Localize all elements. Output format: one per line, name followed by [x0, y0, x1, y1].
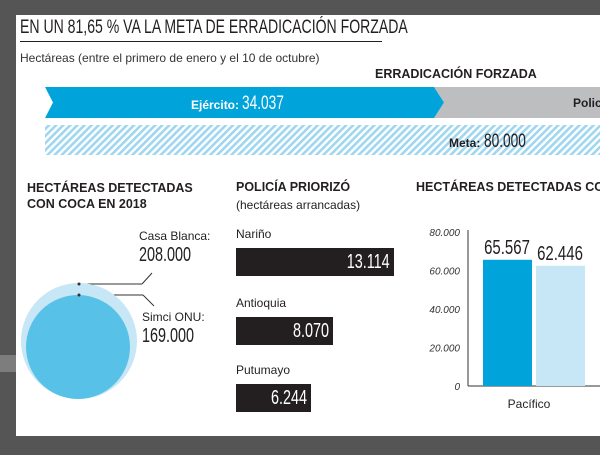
y-tick-label: 80.000	[429, 228, 460, 239]
y-tick-label: 20.000	[428, 344, 460, 355]
ejercito-label: Ejército: 34.037	[191, 93, 285, 114]
y-tick-label: 40.000	[429, 305, 460, 316]
x-category-label: Pacífico	[508, 397, 551, 411]
ejercito-bar	[45, 87, 444, 118]
bar-chart: 0 20.000 40.000 60.000 80.000 65.567 62.446 Pac…	[428, 228, 600, 411]
infographic-panel: EN UN 81,65 % VA LA META DE ERRADICACIÓN…	[16, 15, 600, 436]
simci-circle	[26, 295, 130, 399]
page-title: EN UN 81,65 % VA LA META DE ERRADICACIÓN…	[20, 17, 408, 42]
coca-heading: HECTÁREAS DETECTADAS CON COCA EN 2018	[27, 181, 193, 211]
bar-value-label: 62.446	[537, 242, 583, 265]
policia-bar: 6.244	[236, 384, 312, 412]
chart-title: HECTÁREAS DETECTADAS CON	[416, 180, 600, 194]
policia-subheading: (hectáreas arrancadas)	[236, 198, 361, 212]
y-tick-label: 0	[454, 382, 460, 393]
policia-bar: 13.114	[236, 248, 394, 276]
policia-heading: POLICÍA PRIORIZÓ	[236, 180, 351, 194]
meta-label: Meta: 80.000	[449, 131, 526, 152]
policia-label: Policía	[573, 96, 600, 110]
policia-bar: 8.070	[236, 317, 334, 345]
simci-label: Simci ONU:	[142, 310, 205, 324]
meta-bar	[45, 125, 600, 155]
erradicacion-graphic	[21, 87, 600, 399]
policia-item-label: Nariño	[236, 227, 272, 241]
casa-blanca-value: 208.000	[139, 244, 192, 266]
policia-bar	[434, 87, 600, 118]
simci-value: 169.000	[142, 325, 195, 347]
subtitle: Hectáreas (entre el primero de enero y e…	[20, 51, 320, 65]
policia-item-label: Putumayo	[236, 363, 291, 377]
bar	[536, 265, 585, 386]
bar	[483, 259, 532, 386]
casa-blanca-label: Casa Blanca:	[139, 229, 211, 243]
bar-value-label: 65.567	[484, 236, 530, 259]
y-tick-label: 60.000	[429, 267, 460, 278]
erradicacion-heading: ERRADICACIÓN FORZADA	[375, 67, 537, 81]
policia-item-label: Antioquia	[236, 296, 287, 310]
